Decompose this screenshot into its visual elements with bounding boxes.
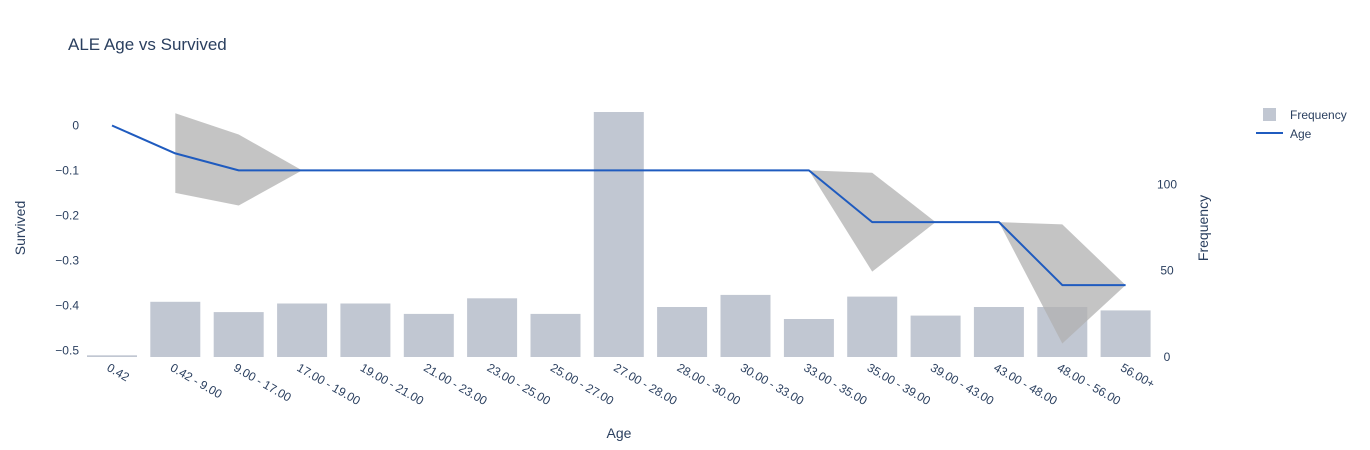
x-tick-label: 23.00 - 25.00 — [485, 360, 554, 408]
confidence-band — [175, 113, 303, 206]
frequency-bar — [593, 112, 644, 357]
frequency-bar — [847, 296, 898, 357]
frequency-bar — [87, 355, 137, 357]
y-axis-ticks: 0 −0.1 −0.2 −0.3 −0.4 −0.5 — [55, 119, 79, 358]
x-tick-label: 56.00+ — [1118, 360, 1157, 391]
y2-tick-label: 50 — [1160, 264, 1174, 278]
x-axis-ticks: 0.42 0.42 - 9.00 9.00 - 17.00 17.00 - 19.00… — [105, 360, 1158, 408]
y-tick-label: −0.5 — [55, 343, 79, 357]
frequency-bar — [277, 303, 328, 357]
x-tick-label: 21.00 - 23.00 — [421, 360, 490, 408]
x-tick-label: 39.00 - 43.00 — [928, 360, 997, 408]
frequency-bar — [1100, 310, 1151, 357]
y2-tick-label: 0 — [1164, 350, 1171, 364]
y2-axis-title: Frequency — [1195, 195, 1211, 261]
y-tick-label: 0 — [72, 119, 79, 133]
age-line — [111, 124, 1126, 287]
frequency-bar — [530, 313, 581, 357]
frequency-bar — [403, 313, 454, 357]
frequency-bars — [87, 112, 1151, 357]
x-axis-title: Age — [607, 425, 632, 441]
x-tick-label: 33.00 - 35.00 — [801, 360, 870, 408]
x-tick-label: 30.00 - 33.00 — [738, 360, 807, 408]
chart-title: ALE Age vs Survived — [68, 35, 227, 54]
frequency-bar — [657, 307, 708, 357]
x-tick-label: 0.42 — [105, 360, 133, 384]
x-tick-label: 25.00 - 27.00 — [548, 360, 617, 408]
legend[interactable]: Frequency Age — [1256, 108, 1347, 141]
frequency-bar — [783, 319, 834, 357]
frequency-bar — [213, 312, 264, 357]
frequency-bar — [150, 301, 201, 357]
frequency-bar — [467, 298, 518, 357]
x-tick-label: 0.42 - 9.00 — [168, 360, 225, 401]
x-tick-label: 48.00 - 56.00 — [1055, 360, 1124, 408]
legend-frequency-swatch — [1263, 108, 1276, 121]
frequency-bar — [340, 303, 391, 357]
x-tick-label: 17.00 - 19.00 — [295, 360, 364, 408]
y-tick-label: −0.2 — [55, 208, 79, 222]
x-tick-label: 19.00 - 21.00 — [358, 360, 427, 408]
y-axis-title: Survived — [12, 201, 28, 255]
x-tick-label: 43.00 - 48.00 — [991, 360, 1060, 408]
age-series-line — [111, 124, 1126, 287]
x-tick-label: 9.00 - 17.00 — [231, 360, 294, 404]
frequency-bar — [973, 307, 1024, 357]
frequency-bar — [910, 315, 961, 357]
y-tick-label: −0.4 — [55, 298, 79, 312]
x-tick-label: 35.00 - 39.00 — [865, 360, 934, 408]
y2-axis-ticks: 0 50 100 — [1157, 178, 1177, 365]
legend-frequency-label: Frequency — [1290, 108, 1347, 122]
frequency-bar — [720, 294, 771, 357]
y-tick-label: −0.1 — [55, 163, 79, 177]
x-tick-label: 27.00 - 28.00 — [611, 360, 680, 408]
y2-tick-label: 100 — [1157, 178, 1177, 192]
y-tick-label: −0.3 — [55, 253, 79, 267]
legend-age-label: Age — [1290, 127, 1312, 141]
x-tick-label: 28.00 - 30.00 — [675, 360, 744, 408]
